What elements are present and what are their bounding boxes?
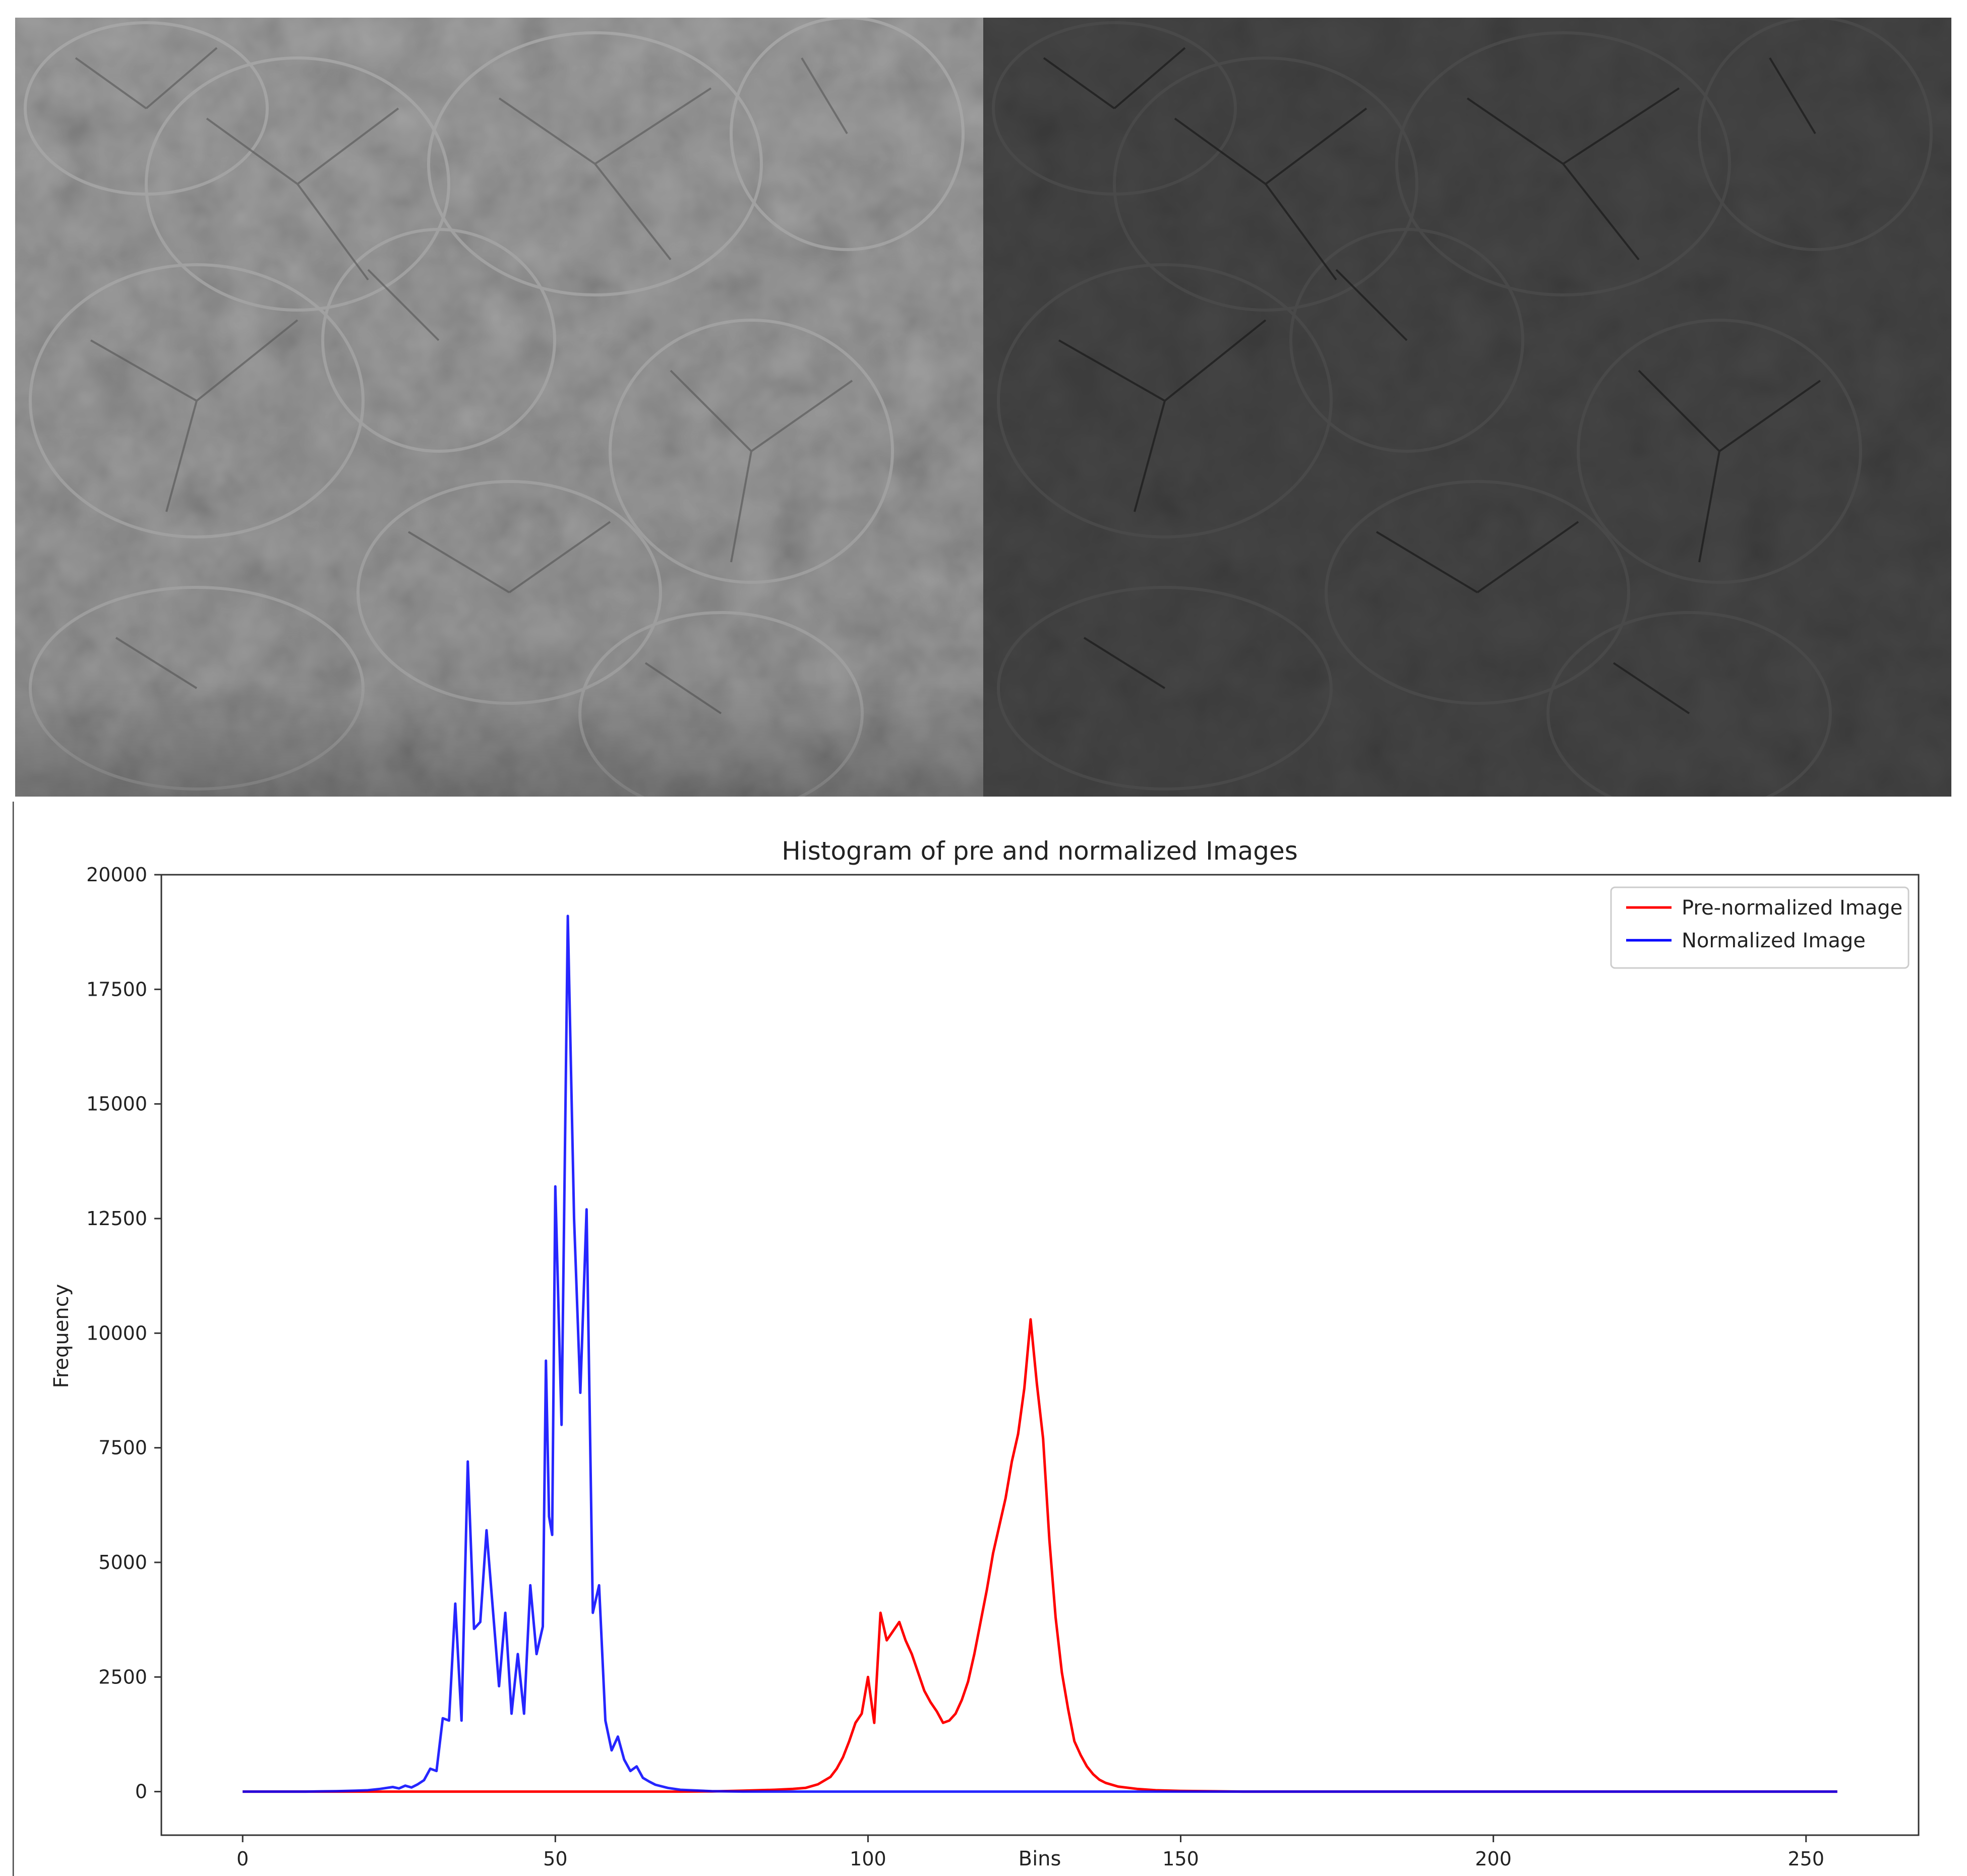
x-axis: 0 50 100 150 200 250	[236, 1835, 1824, 1870]
left-image	[15, 18, 983, 797]
series-line-pre-normalized	[243, 1318, 1837, 1793]
legend-label-normalized: Normalized Image	[1682, 929, 1866, 952]
plot-area	[160, 874, 1920, 1836]
y-tick-label: 0	[135, 1781, 147, 1803]
image-comparison-panel	[15, 18, 1951, 797]
histogram-svg: Histogram of pre and normalized Images 0…	[13, 802, 1920, 1876]
x-tick-label: 100	[850, 1848, 886, 1870]
series-layer	[243, 915, 1837, 1793]
y-tick-label: 20000	[86, 864, 147, 886]
y-axis: 0 2500 5000 7500 10000 12500 15000 17500 20000	[86, 864, 161, 1803]
legend-label-pre-normalized: Pre-normalized Image	[1682, 896, 1902, 920]
chart-title: Histogram of pre and normalized Images	[782, 836, 1298, 866]
x-tick-label: 250	[1787, 1848, 1824, 1870]
y-tick-label: 15000	[86, 1093, 147, 1115]
y-tick-label: 2500	[98, 1666, 147, 1688]
histogram-chart: Histogram of pre and normalized Images 0…	[13, 802, 1959, 1876]
image-pair	[15, 18, 1951, 797]
y-tick-label: 5000	[98, 1551, 147, 1574]
x-tick-label: 150	[1162, 1848, 1199, 1870]
series-line-normalized	[243, 915, 1837, 1793]
y-tick-label: 7500	[98, 1437, 147, 1459]
legend-box	[1610, 886, 1910, 969]
x-tick-label: 50	[543, 1848, 567, 1870]
right-image	[983, 18, 1951, 797]
y-tick-label: 17500	[86, 978, 147, 1000]
x-axis-title: Bins	[1019, 1847, 1061, 1870]
y-tick-label: 10000	[86, 1322, 147, 1344]
y-tick-label: 12500	[86, 1207, 147, 1230]
y-axis-title: Frequency	[50, 1284, 73, 1388]
legend: Pre-normalized Image Normalized Image	[1610, 886, 1910, 969]
x-tick-label: 200	[1475, 1848, 1512, 1870]
x-tick-label: 0	[236, 1848, 249, 1870]
